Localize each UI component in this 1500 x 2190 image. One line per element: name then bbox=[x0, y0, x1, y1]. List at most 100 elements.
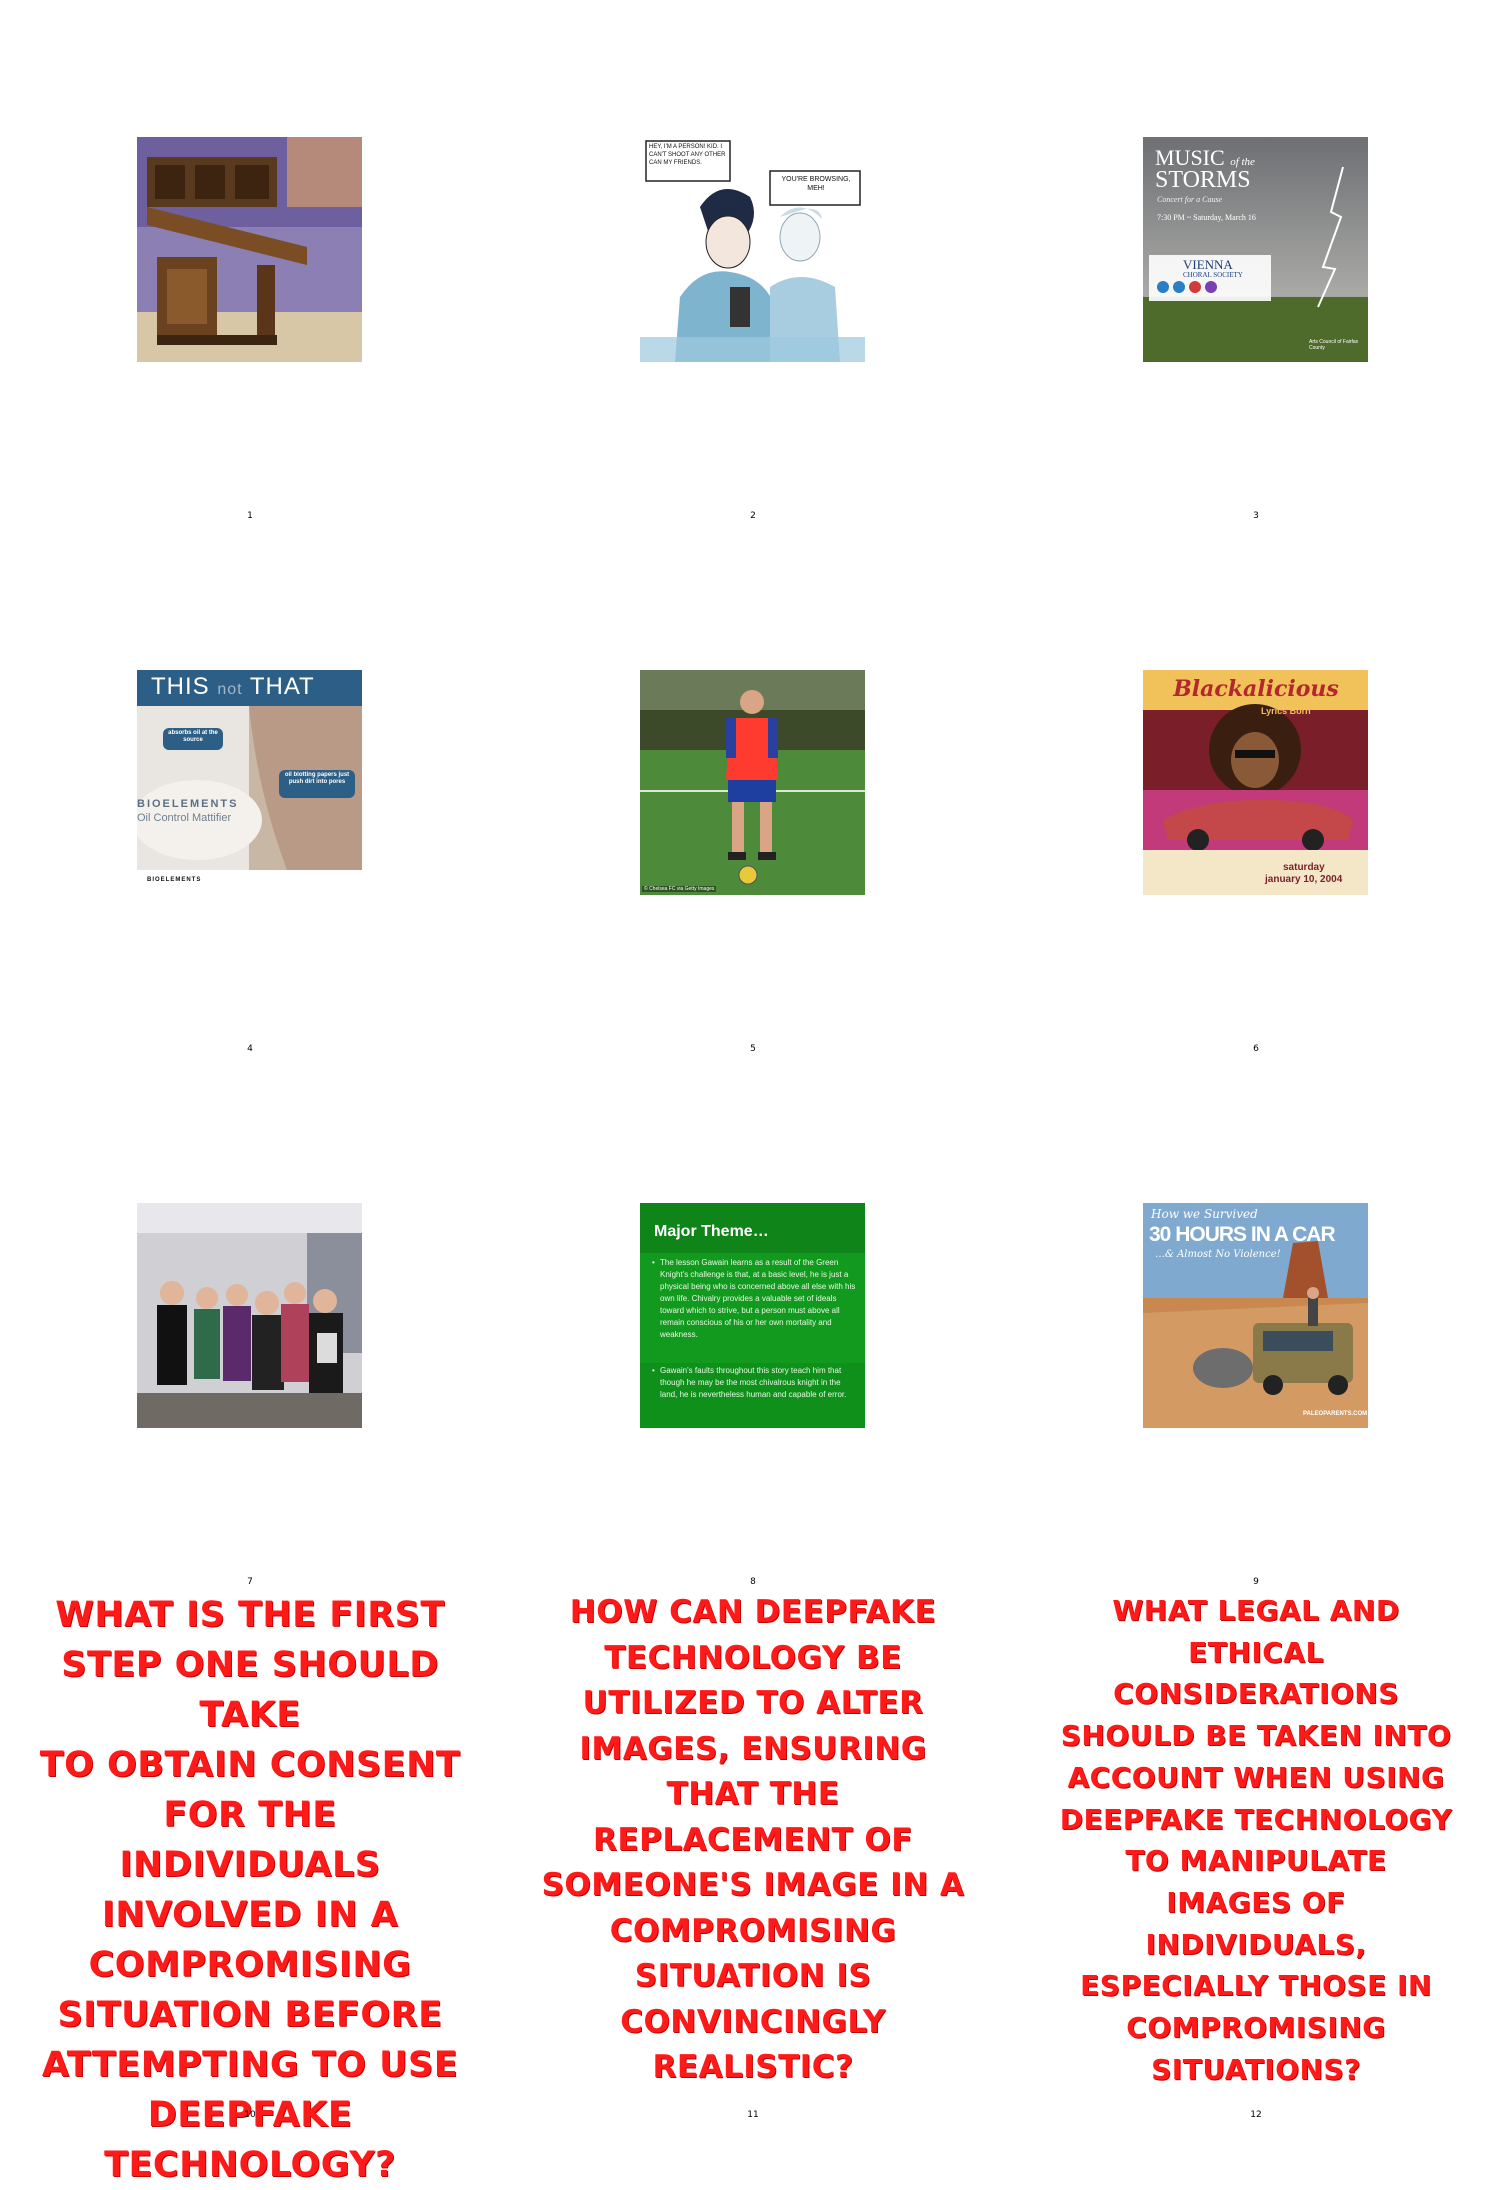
comic-illustration bbox=[640, 137, 865, 362]
caption-line: COMPROMISING bbox=[88, 1945, 412, 1985]
caption-line: COMPROMISING bbox=[1126, 2011, 1386, 2045]
poster-title-music: MUSIC bbox=[1155, 145, 1225, 170]
slide-bullet-1-text: The lesson Gawain learns as a result of … bbox=[660, 1258, 856, 1339]
caption-line: CONSIDERATIONS bbox=[1113, 1677, 1399, 1711]
caption-line: TO OBTAIN CONSENT bbox=[39, 1745, 461, 1785]
deepfake-question-10: WHAT IS THE FIRST STEP ONE SHOULD TAKE T… bbox=[30, 1590, 470, 2190]
banner-not: not bbox=[217, 681, 243, 698]
poster-title-ofthe: of the bbox=[1230, 156, 1255, 168]
ad-bubble-blotting: oil blotting papers just push dirt into … bbox=[284, 772, 350, 785]
roadtrip-headline: 30 HOURS IN A CAR bbox=[1149, 1223, 1336, 1246]
flyer-subtitle: Lyrics Born bbox=[1261, 706, 1311, 716]
caption-line: SHOULD BE TAKEN INTO bbox=[1060, 1719, 1452, 1753]
thumbnail-1-desk bbox=[137, 137, 362, 362]
poster-org-name: VIENNA bbox=[1183, 257, 1233, 272]
slide-number-6: 6 bbox=[1253, 1044, 1259, 1054]
slide-number-7: 7 bbox=[247, 1577, 253, 1587]
thumbnail-4-skincare-ad: THIS not THAT absorbs oil at the source … bbox=[137, 670, 362, 895]
slide-number-5: 5 bbox=[750, 1044, 756, 1054]
slide-number-12: 12 bbox=[1250, 2110, 1262, 2120]
caption-line: ESPECIALLY THOSE IN bbox=[1080, 1969, 1432, 2003]
blackalicious-flyer-graphic bbox=[1143, 670, 1368, 895]
caption-line: IMAGES, ENSURING bbox=[579, 1730, 927, 1767]
deepfake-question-11: HOW CAN DEEPFAKE TECHNOLOGY BE UTILIZED … bbox=[533, 1590, 973, 2091]
caption-line: REALISTIC? bbox=[652, 2049, 854, 2085]
group-office-photo bbox=[137, 1203, 362, 1428]
thumbnail-3-concert-poster: MUSIC of the STORMS Concert for a Cause … bbox=[1143, 137, 1368, 362]
thumbnail-2-comic: HEY, I'M A PERSON! KID. I CAN'T SHOOT AN… bbox=[640, 137, 865, 362]
deepfake-question-12: WHAT LEGAL AND ETHICAL CONSIDERATIONS SH… bbox=[1036, 1590, 1476, 2090]
flyer-day: saturday bbox=[1283, 862, 1325, 873]
skincare-ad-graphic bbox=[137, 670, 362, 870]
caption-line: TECHNOLOGY? bbox=[104, 2145, 396, 2185]
caption-line: TECHNOLOGY BE bbox=[604, 1639, 902, 1676]
banner-this-not-that: THIS not THAT bbox=[151, 673, 315, 701]
caption-line: ATTEMPTING TO USE bbox=[41, 2045, 459, 2085]
slide-number-9: 9 bbox=[1253, 1577, 1259, 1587]
slide-number-2: 2 bbox=[750, 511, 756, 521]
road-trip-photo bbox=[1143, 1203, 1368, 1428]
caption-line: SITUATION BEFORE bbox=[57, 1995, 443, 2035]
bullet-icon: • bbox=[652, 1366, 655, 1375]
caption-line: STEP ONE SHOULD TAKE bbox=[61, 1645, 439, 1735]
flyer-title: Blackalicious bbox=[1173, 676, 1339, 702]
comic-bubble-right: YOU'RE BROWSING, MEH! bbox=[781, 176, 851, 192]
caption-line: HOW CAN DEEPFAKE bbox=[569, 1594, 937, 1630]
slide-number-10: 10 bbox=[244, 2110, 256, 2120]
slide-bullet-2: • Gawain's faults throughout this story … bbox=[652, 1365, 856, 1401]
caption-line: INDIVIDUALS, bbox=[1145, 1927, 1367, 1961]
caption-line: WHAT IS THE FIRST bbox=[55, 1595, 445, 1635]
poster-title-line1: MUSIC of the bbox=[1155, 145, 1255, 171]
poster-title-storms: STORMS bbox=[1155, 167, 1251, 193]
caption-line: SITUATION IS bbox=[634, 1958, 872, 1994]
poster-org-sub: CHORAL SOCIETY bbox=[1183, 271, 1243, 279]
caption-line: IMAGES OF bbox=[1166, 1885, 1346, 1919]
slide-number-3: 3 bbox=[1253, 511, 1259, 521]
roadtrip-script-bottom: …& Almost No Violence! bbox=[1155, 1249, 1281, 1260]
banner-that: THAT bbox=[249, 673, 315, 700]
caption-line: ACCOUNT WHEN USING bbox=[1067, 1760, 1445, 1794]
ad-product: Oil Control Mattifier bbox=[137, 812, 232, 824]
caption-line: SITUATIONS? bbox=[1151, 2052, 1361, 2086]
desk-photo bbox=[137, 137, 362, 362]
caption-line: REPLACEMENT OF bbox=[593, 1821, 913, 1858]
caption-line: COMPROMISING bbox=[609, 1912, 897, 1949]
roadtrip-watermark: PALEOPARENTS.COM bbox=[1303, 1411, 1368, 1417]
bullet-icon: • bbox=[652, 1258, 655, 1267]
thumbnail-8-slide-major-theme: Major Theme… • The lesson Gawain learns … bbox=[640, 1203, 865, 1428]
ad-brand: BIOELEMENTS bbox=[137, 798, 239, 810]
slide-bullet-2-text: Gawain's faults throughout this story te… bbox=[660, 1366, 847, 1399]
comic-bubble-left: HEY, I'M A PERSON! KID. I CAN'T SHOOT AN… bbox=[649, 144, 726, 166]
football-training-photo bbox=[640, 670, 865, 895]
slide-number-8: 8 bbox=[750, 1577, 756, 1587]
caption-line: THAT THE bbox=[666, 1776, 840, 1812]
roadtrip-script-top: How we Survived bbox=[1151, 1207, 1258, 1221]
caption-line: INVOLVED IN A bbox=[101, 1895, 399, 1935]
thumbnail-9-road-trip: How we Survived 30 HOURS IN A CAR …& Alm… bbox=[1143, 1203, 1368, 1428]
ad-bubble-absorbs: absorbs oil at the source bbox=[168, 730, 218, 743]
ad-footer-brand: BIOELEMENTS bbox=[147, 877, 202, 883]
caption-line: CONVINCINGLY bbox=[620, 2003, 886, 2040]
slide-number-1: 1 bbox=[247, 511, 253, 521]
caption-line: SOMEONE'S IMAGE IN A bbox=[541, 1867, 965, 1903]
slide-heading: Major Theme… bbox=[654, 1223, 769, 1240]
caption-line: TO MANIPULATE bbox=[1125, 1844, 1387, 1878]
flyer-date: january 10, 2004 bbox=[1265, 874, 1343, 885]
caption-line: DEEPFAKE TECHNOLOGY bbox=[1059, 1802, 1453, 1836]
slide-number-4: 4 bbox=[247, 1044, 253, 1054]
thumbnail-7-group-photo bbox=[137, 1203, 362, 1428]
thumbnail-6-concert-flyer: Blackalicious Lyrics Born saturday janua… bbox=[1143, 670, 1368, 895]
slide-number-11: 11 bbox=[747, 2110, 759, 2120]
banner-this: THIS bbox=[151, 673, 210, 700]
thumbnail-5-football-player: © Chelsea FC via Getty Images bbox=[640, 670, 865, 895]
caption-line: ETHICAL bbox=[1188, 1635, 1324, 1669]
poster-sponsor: Arts Council of Fairfax County bbox=[1309, 339, 1359, 351]
green-slide-background bbox=[640, 1203, 865, 1428]
caption-line: FOR THE INDIVIDUALS bbox=[119, 1795, 381, 1885]
storm-poster-background bbox=[1143, 137, 1368, 362]
slide-bullet-1: • The lesson Gawain learns as a result o… bbox=[652, 1257, 856, 1341]
poster-date: 7:30 PM ~ Saturday, March 16 bbox=[1157, 213, 1256, 222]
photo-credit: © Chelsea FC via Getty Images bbox=[642, 886, 717, 892]
caption-line: UTILIZED TO ALTER bbox=[582, 1685, 924, 1721]
poster-subtitle: Concert for a Cause bbox=[1157, 195, 1223, 204]
